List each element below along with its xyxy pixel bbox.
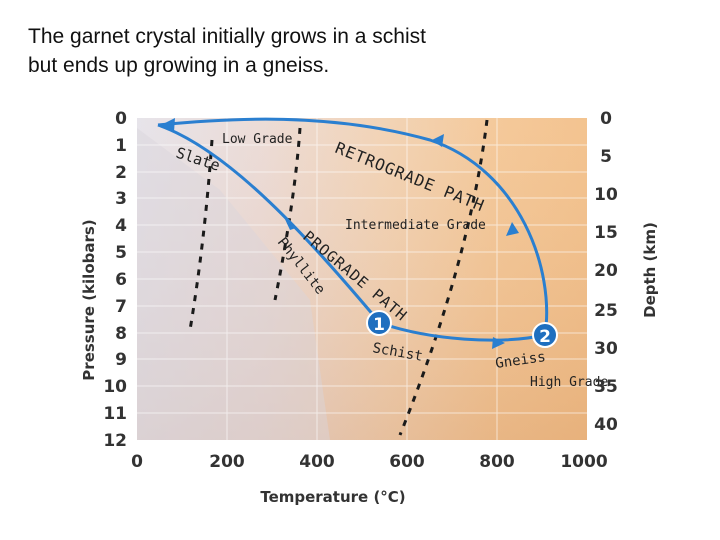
y-left-tick: 12 [103, 431, 127, 451]
forbidden-zone [137, 128, 330, 440]
x-tick-labels: 0 200 400 600 800 1000 [131, 452, 608, 472]
y-left-tick: 3 [115, 189, 127, 209]
y-left-axis-title: Pressure (kilobars) [80, 219, 98, 380]
low-grade-label: Low Grade [222, 132, 293, 147]
high-grade-label: High Grade [530, 375, 608, 390]
y-left-tick: 10 [103, 377, 127, 397]
retrograde-path-line [157, 117, 549, 336]
y-right-axis-title: Depth (km) [641, 222, 659, 318]
marker-2-label: 2 [539, 327, 551, 347]
phyllite-schist-boundary [273, 127, 302, 301]
y-right-tick: 15 [594, 223, 618, 243]
gneiss-label: Gneiss [494, 349, 546, 372]
gridlines [137, 118, 587, 440]
slate-phyllite-boundary [188, 139, 214, 331]
x-tick: 800 [479, 452, 515, 472]
y-left-tick: 9 [115, 350, 127, 370]
intermediate-grade-label: Intermediate Grade [345, 218, 486, 233]
marker-1: 1 [366, 310, 392, 336]
x-tick: 600 [389, 452, 425, 472]
arrowhead-prograde [283, 215, 296, 230]
marker-1-label: 1 [373, 315, 385, 335]
y-left-tick: 5 [115, 243, 127, 263]
x-tick: 0 [131, 452, 143, 472]
title-line-2: but ends up growing in a gneiss. [28, 54, 330, 77]
y-left-tick: 6 [115, 270, 127, 290]
y-left-tick-labels: 0 1 2 3 4 5 6 7 8 9 10 11 12 [103, 109, 127, 451]
y-left-tick: 8 [115, 324, 127, 344]
y-right-tick: 40 [594, 415, 618, 435]
path-arrowheads [161, 118, 519, 349]
y-right-tick: 25 [594, 301, 618, 321]
prograde-path-line [157, 123, 382, 324]
y-right-tick: 20 [594, 261, 618, 281]
pt-path [157, 117, 549, 342]
y-left-tick: 2 [115, 163, 127, 183]
y-right-tick: 10 [594, 185, 618, 205]
arrowhead-peak [492, 337, 505, 349]
page-title: The garnet crystal initially grows in a … [28, 22, 628, 80]
x-tick: 1000 [560, 452, 607, 472]
x-axis-title: Temperature (°C) [260, 488, 405, 506]
arrowhead-retrograde-end [161, 118, 175, 132]
y-left-tick: 7 [115, 297, 127, 317]
grade-boundaries [188, 119, 489, 436]
y-left-tick: 0 [115, 109, 127, 129]
arrowhead-retrograde-top [432, 134, 444, 147]
marker-2: 2 [532, 322, 558, 348]
arrowhead-retrograde-up [506, 222, 519, 236]
y-right-tick: 35 [594, 377, 618, 397]
y-right-tick: 30 [594, 339, 618, 359]
y-right-tick: 0 [600, 109, 612, 129]
y-right-tick-labels: 0 5 10 15 20 25 30 35 40 [594, 109, 618, 435]
x-tick: 400 [299, 452, 335, 472]
y-left-tick: 1 [115, 136, 127, 156]
y-left-tick: 11 [103, 404, 127, 424]
title-line-1: The garnet crystal initially grows in a … [28, 25, 426, 48]
x-tick: 200 [209, 452, 245, 472]
prograde-to-peak-line [379, 321, 546, 342]
y-right-tick: 5 [600, 147, 612, 167]
y-left-tick: 4 [115, 216, 127, 236]
